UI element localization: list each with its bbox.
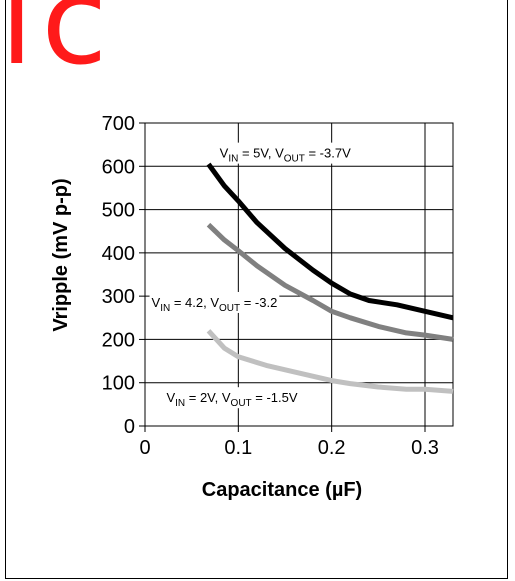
figure-frame bbox=[5, 0, 508, 579]
y-tick-label: 300 bbox=[102, 286, 135, 308]
x-tick-label: 0 bbox=[139, 437, 150, 459]
series-line-1 bbox=[206, 162, 454, 321]
x-axis-label: Capacitance (µF) bbox=[202, 479, 362, 501]
y-tick-label: 400 bbox=[102, 243, 135, 265]
svg-text:VIN = 4.2, VOUT = -3.2: VIN = 4.2, VOUT = -3.2 bbox=[152, 295, 278, 314]
y-tick-label: 200 bbox=[102, 329, 135, 351]
grid-lines bbox=[145, 123, 453, 426]
y-tick-label: 600 bbox=[102, 156, 135, 178]
x-tick-label: 0.2 bbox=[318, 437, 346, 459]
axis-ticks: 0 100 200 300 400 500 600 700 0 0.1 0.2 0.3 bbox=[102, 113, 439, 459]
y-tick-label: 500 bbox=[102, 200, 135, 222]
series-line-3 bbox=[206, 329, 454, 394]
series-label-2: VIN = 4.2, VOUT = -3.2 bbox=[149, 291, 280, 314]
watermark-logo: ic bbox=[0, 0, 116, 92]
y-tick-label: 0 bbox=[124, 416, 135, 438]
x-tick-label: 0.1 bbox=[224, 437, 252, 459]
svg-text:VIN = 5V, VOUT = -3.7V: VIN = 5V, VOUT = -3.7V bbox=[220, 146, 351, 165]
y-axis-label: Vripple (mV p-p) bbox=[50, 178, 72, 331]
x-tick-label: 0.3 bbox=[411, 437, 439, 459]
series-label-1: VIN = 5V, VOUT = -3.7V bbox=[217, 142, 353, 165]
y-tick-label: 700 bbox=[102, 113, 135, 135]
svg-text:VIN = 2V, VOUT = -1.5V: VIN = 2V, VOUT = -1.5V bbox=[166, 390, 297, 409]
series-labels: VIN = 5V, VOUT = -3.7V VIN = 4.2, VOUT = … bbox=[149, 142, 353, 409]
series-lines bbox=[206, 162, 454, 394]
plot-area-border bbox=[144, 122, 454, 427]
series-line-2 bbox=[206, 222, 454, 342]
y-tick-label: 100 bbox=[102, 373, 135, 395]
series-label-3: VIN = 2V, VOUT = -1.5V bbox=[164, 387, 300, 409]
